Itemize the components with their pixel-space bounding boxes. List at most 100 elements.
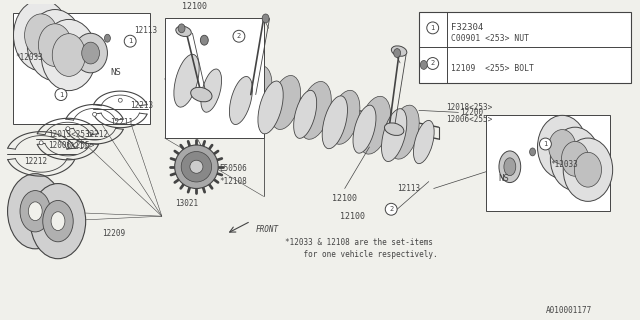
- Ellipse shape: [41, 20, 97, 91]
- Ellipse shape: [176, 26, 191, 36]
- Text: 12200: 12200: [460, 108, 484, 117]
- Text: 13021: 13021: [175, 199, 198, 208]
- Bar: [164, 19, 264, 138]
- Text: 12211: 12211: [110, 118, 134, 127]
- Circle shape: [540, 138, 552, 150]
- Ellipse shape: [39, 141, 43, 145]
- Text: 12006<255>: 12006<255>: [447, 115, 493, 124]
- Ellipse shape: [530, 148, 536, 156]
- Text: A010001177: A010001177: [545, 306, 591, 315]
- Ellipse shape: [499, 151, 521, 183]
- Ellipse shape: [413, 120, 434, 164]
- Ellipse shape: [175, 145, 218, 188]
- Ellipse shape: [66, 127, 70, 131]
- Ellipse shape: [178, 24, 185, 33]
- Text: 2: 2: [389, 206, 394, 212]
- Text: E50506: E50506: [219, 164, 247, 173]
- Text: NS: NS: [498, 174, 509, 183]
- Ellipse shape: [93, 112, 97, 116]
- Circle shape: [385, 203, 397, 215]
- Ellipse shape: [30, 184, 86, 259]
- Ellipse shape: [28, 202, 42, 220]
- Ellipse shape: [385, 123, 404, 135]
- Text: 12113: 12113: [397, 184, 420, 193]
- Text: *12033: *12033: [550, 160, 578, 169]
- Text: 1: 1: [431, 25, 435, 31]
- Text: C00901 <253> NUT: C00901 <253> NUT: [451, 34, 529, 43]
- Ellipse shape: [38, 24, 72, 67]
- Ellipse shape: [174, 54, 199, 107]
- Ellipse shape: [538, 115, 587, 179]
- Ellipse shape: [118, 98, 122, 102]
- Ellipse shape: [24, 14, 58, 57]
- Ellipse shape: [201, 69, 221, 112]
- Ellipse shape: [504, 158, 516, 176]
- Circle shape: [427, 22, 438, 34]
- Ellipse shape: [389, 105, 419, 159]
- Ellipse shape: [180, 46, 212, 104]
- Circle shape: [55, 89, 67, 100]
- Ellipse shape: [229, 76, 252, 124]
- Text: 12018<253>: 12018<253>: [447, 103, 493, 112]
- Ellipse shape: [548, 130, 576, 164]
- Text: *12033 & 12108 are the set-items: *12033 & 12108 are the set-items: [285, 238, 433, 247]
- Bar: [486, 115, 610, 211]
- Text: 12006<255>: 12006<255>: [48, 141, 94, 150]
- Ellipse shape: [74, 33, 108, 73]
- Ellipse shape: [262, 14, 269, 23]
- Ellipse shape: [550, 127, 600, 190]
- Circle shape: [427, 58, 438, 69]
- Text: 12100: 12100: [182, 2, 207, 11]
- Ellipse shape: [563, 138, 612, 201]
- Ellipse shape: [211, 59, 241, 113]
- Ellipse shape: [191, 87, 212, 102]
- Ellipse shape: [358, 96, 390, 154]
- Ellipse shape: [330, 90, 360, 144]
- Text: 12100: 12100: [332, 194, 357, 203]
- Ellipse shape: [82, 42, 99, 64]
- Text: for one vehicle respectively.: for one vehicle respectively.: [285, 250, 438, 259]
- Text: 12209: 12209: [102, 229, 125, 238]
- Text: 12212: 12212: [84, 130, 108, 139]
- Circle shape: [233, 30, 245, 42]
- Text: 12013<253>: 12013<253>: [48, 130, 94, 139]
- Ellipse shape: [8, 174, 63, 249]
- Ellipse shape: [239, 66, 272, 124]
- Text: *12108: *12108: [219, 177, 247, 186]
- Bar: [419, 12, 632, 83]
- Ellipse shape: [294, 90, 317, 138]
- Ellipse shape: [394, 49, 401, 58]
- Text: NS: NS: [110, 68, 121, 77]
- Ellipse shape: [52, 34, 86, 76]
- Ellipse shape: [574, 152, 602, 187]
- Ellipse shape: [28, 10, 83, 81]
- Ellipse shape: [270, 76, 301, 130]
- Text: *12033: *12033: [15, 53, 44, 62]
- Ellipse shape: [43, 200, 73, 242]
- Text: 2: 2: [431, 60, 435, 67]
- Text: 1: 1: [59, 92, 63, 98]
- Ellipse shape: [561, 141, 589, 176]
- Ellipse shape: [51, 212, 65, 230]
- Text: 12213: 12213: [130, 101, 154, 110]
- Ellipse shape: [391, 46, 407, 56]
- Ellipse shape: [381, 109, 407, 162]
- Text: 1: 1: [128, 38, 132, 44]
- Text: F32304: F32304: [451, 23, 484, 32]
- Text: 12113: 12113: [134, 26, 157, 35]
- Text: FRONT: FRONT: [256, 225, 279, 234]
- Circle shape: [124, 35, 136, 47]
- Ellipse shape: [200, 35, 208, 45]
- Text: 1: 1: [543, 141, 548, 147]
- Ellipse shape: [104, 34, 110, 42]
- Ellipse shape: [13, 0, 69, 71]
- Ellipse shape: [258, 81, 284, 134]
- Text: 12100: 12100: [340, 212, 365, 221]
- Text: 12212: 12212: [24, 157, 47, 166]
- Ellipse shape: [299, 82, 332, 139]
- Ellipse shape: [190, 160, 203, 173]
- Bar: [13, 12, 150, 124]
- Text: 2: 2: [237, 33, 241, 39]
- Text: 12211: 12211: [65, 142, 88, 151]
- Ellipse shape: [353, 105, 376, 153]
